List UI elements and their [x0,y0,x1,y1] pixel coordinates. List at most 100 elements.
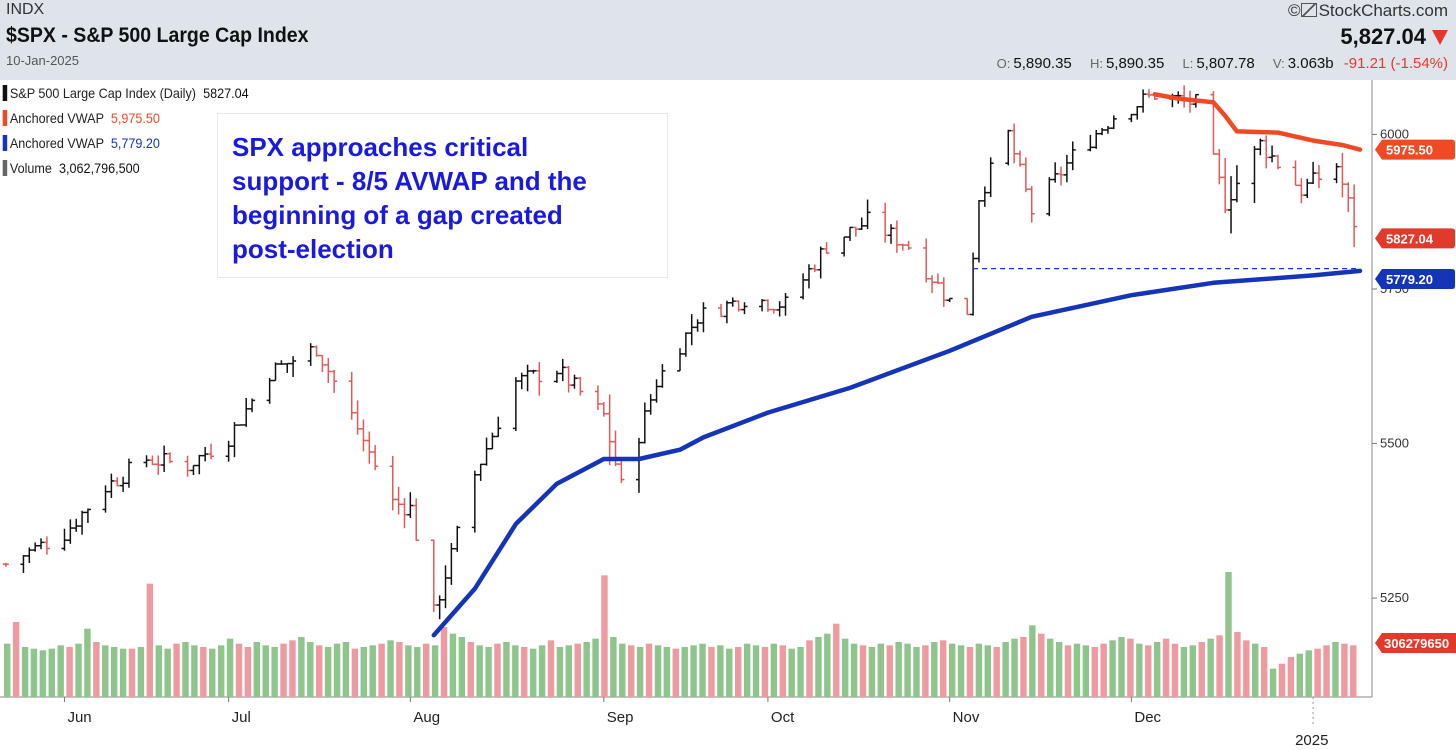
red-avwap-tag-shape [1375,139,1455,160]
volume-label: V: [1272,56,1285,71]
volume-bar [806,640,813,697]
volume-bar [538,645,546,697]
volume-bar [940,640,947,697]
volume-bar [235,643,243,697]
last-price-tag-shape [1375,228,1455,249]
red-avwap-tag-text: 5975.50 [1386,143,1433,158]
blue-avwap-tag: 5779.20 [1375,268,1455,289]
volume-bar [155,645,162,697]
volume-bar [440,627,448,697]
volume-bar [904,643,911,697]
volume-tag-text: 306279650 [1384,636,1449,651]
x-tick-label: Oct [771,709,795,726]
volume-bar [405,645,412,697]
volume-bar [681,647,688,697]
volume-bar [672,648,679,697]
volume-bar [815,637,822,697]
volume-bar [1234,632,1241,697]
low-label: L: [1182,56,1194,71]
volume-bar [877,643,885,697]
down-arrow-icon [1432,30,1448,45]
volume-bar [743,643,751,697]
volume-bar [770,643,778,697]
change-value: -91.21 (-1.54%) [1343,55,1448,72]
volume-bar [307,642,314,697]
year-label: 2025 [1295,732,1328,749]
volume-bar [886,645,893,697]
volume-bar [752,645,760,697]
annotation-box: SPX approaches critical support - 8/5 AV… [217,113,668,278]
x-tick-label: Dec [1134,709,1161,726]
volume-bar [993,647,1000,697]
volume-bar [1011,638,1018,697]
volume-bar [636,647,644,697]
volume-bar [592,638,599,697]
volume-bar [654,645,662,697]
volume-bar [717,645,724,697]
open-value: 5,890.35 [1013,55,1072,72]
y-tick-label: 5500 [1380,436,1409,451]
volume-bar [271,647,278,697]
volume-bar [342,642,350,697]
volume-bar [966,647,974,697]
x-tick-label: Jun [67,709,91,726]
y-tick-label: 5250 [1380,590,1409,605]
volume-bar [521,647,528,697]
legend-swatch-avwap-red [2,110,8,126]
volume-bar [316,645,323,697]
volume-bar [1252,643,1259,697]
volume-bar [191,645,198,697]
volume-bar [12,622,20,697]
stockcharts-logo[interactable]: © StockCharts.com [1288,1,1448,21]
volume-bar [21,647,29,697]
volume-bar [1216,635,1223,697]
blue-avwap-tag-shape [1375,268,1455,289]
volume-bar [449,633,457,697]
volume-bar [262,645,269,697]
y-tick-label: 6000 [1380,126,1409,141]
legend-price: S&P 500 Large Cap Index (Daily) 5827.04 [0,82,249,107]
volume-tag: 306279650 [1375,633,1456,653]
volume-bar [298,637,305,697]
volume-bar [1127,638,1134,697]
volume-bar [931,642,938,697]
legend-value-price: 5827.04 [203,85,249,101]
volume-bar [422,643,430,697]
volume-bar [645,643,653,697]
volume-bar [833,623,840,697]
volume-bar [788,648,795,697]
volume-value: 3.063b [1287,55,1334,72]
volume-bar [1287,657,1295,697]
legend-avwap-red: Anchored VWAP 5,975.50 [0,107,249,132]
volume-bar [324,647,332,697]
volume-bar [1038,633,1045,697]
volume-bar [93,642,100,697]
volume-bar [164,648,171,697]
volume-bar [1136,643,1143,697]
volume-bar [369,645,376,697]
last-price-tag-text: 5827.04 [1386,231,1434,246]
volume-bar [280,643,287,697]
legend-value-volume: 3,062,796,500 [59,160,140,176]
logo-text: StockCharts.com [1318,1,1448,20]
volume-bar [1305,650,1312,697]
volume-bar [4,643,11,697]
x-tick-label: Jul [232,709,251,726]
volume-bar [128,648,136,697]
volume-bar [66,647,73,697]
volume-bar [1073,643,1081,697]
volume-bar [360,647,367,697]
volume-bar [289,640,296,697]
volume-bar [734,647,742,697]
volume-bar [619,643,626,697]
volume-bar [1189,645,1197,697]
volume-bar [1109,640,1116,697]
volume-bar [690,645,697,697]
high-label: H: [1089,56,1103,71]
volume-bar [39,650,47,697]
volume-bar [102,645,109,697]
volume-bar [1269,668,1277,697]
volume-bar [431,645,439,697]
chart-date: 10-Jan-2025 [6,53,79,68]
volume-bar [1207,638,1214,697]
